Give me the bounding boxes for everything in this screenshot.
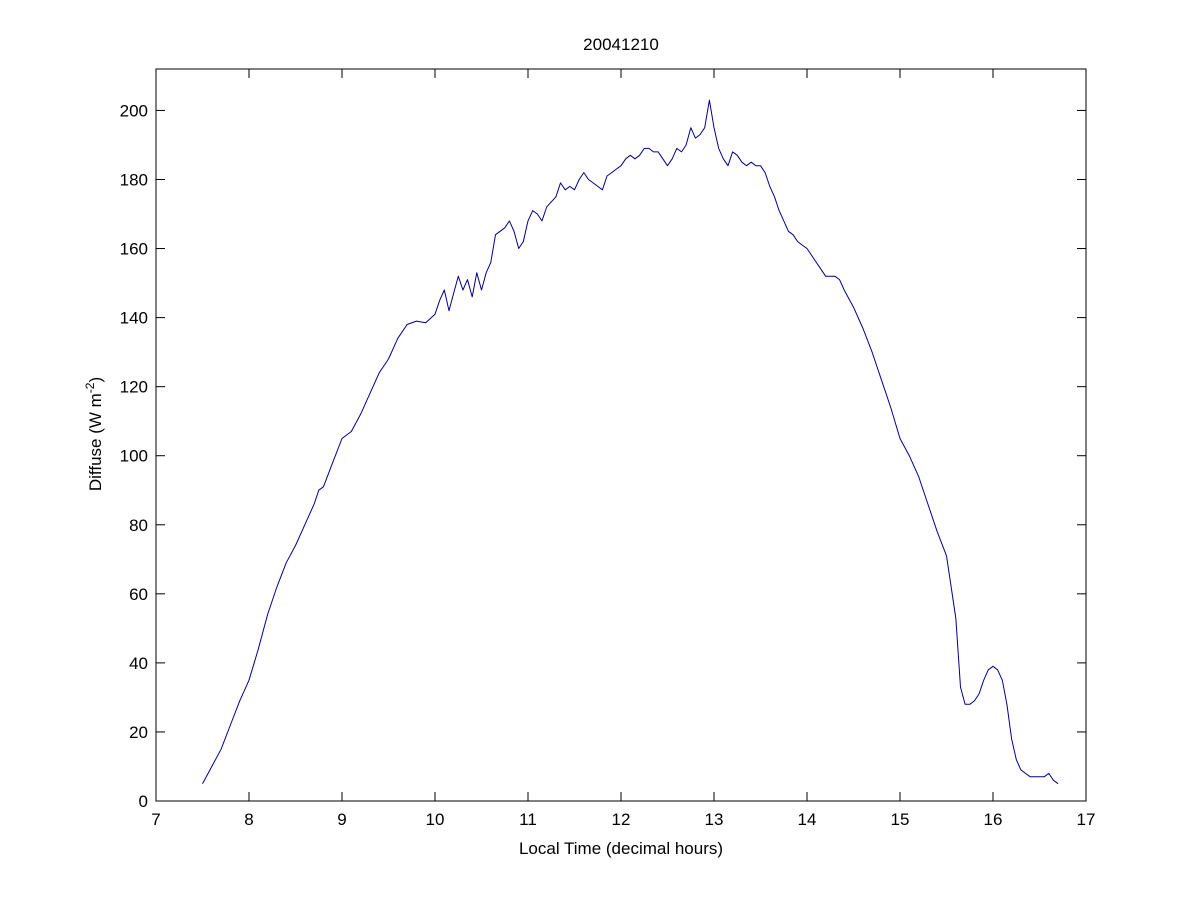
y-tick-label: 200	[120, 101, 148, 120]
chart-title: 20041210	[583, 35, 659, 54]
x-tick-label: 12	[612, 810, 631, 829]
x-tick-label: 9	[337, 810, 346, 829]
plot-layer	[202, 99, 1059, 785]
y-tick-label: 0	[139, 792, 148, 811]
y-axis-label-close: )	[86, 377, 105, 383]
x-tick-label: 11	[519, 810, 537, 829]
x-tick-label: 7	[151, 810, 160, 829]
x-tick-label: 16	[984, 810, 1003, 829]
x-tick-label: 10	[426, 810, 445, 829]
y-tick-label: 120	[120, 378, 148, 397]
y-tick-label: 100	[120, 447, 148, 466]
y-tick-label: 20	[129, 723, 148, 742]
y-axis-label: Diffuse (W m-2)	[83, 377, 105, 491]
y-tick-label: 140	[120, 309, 148, 328]
y-tick-label: 60	[129, 585, 148, 604]
series-line	[202, 99, 1059, 785]
y-tick-label: 40	[129, 654, 148, 673]
x-tick-label: 13	[705, 810, 724, 829]
y-tick-label: 160	[120, 240, 148, 259]
y-axis-label-exponent: -2	[83, 382, 97, 393]
y-tick-label: 180	[120, 170, 148, 189]
y-axis-label-base: Diffuse (W m	[86, 393, 105, 491]
tick-layer: 7 8 9 10 11 12 13 14 15 16 17 0 20 40 60 80 100 120 140 160…	[120, 69, 1096, 829]
y-tick-label: 80	[129, 516, 148, 535]
x-tick-label: 17	[1077, 810, 1096, 829]
x-tick-label: 8	[244, 810, 253, 829]
x-tick-label: 15	[891, 810, 910, 829]
x-axis-label: Local Time (decimal hours)	[519, 839, 723, 858]
x-tick-label: 14	[798, 810, 817, 829]
